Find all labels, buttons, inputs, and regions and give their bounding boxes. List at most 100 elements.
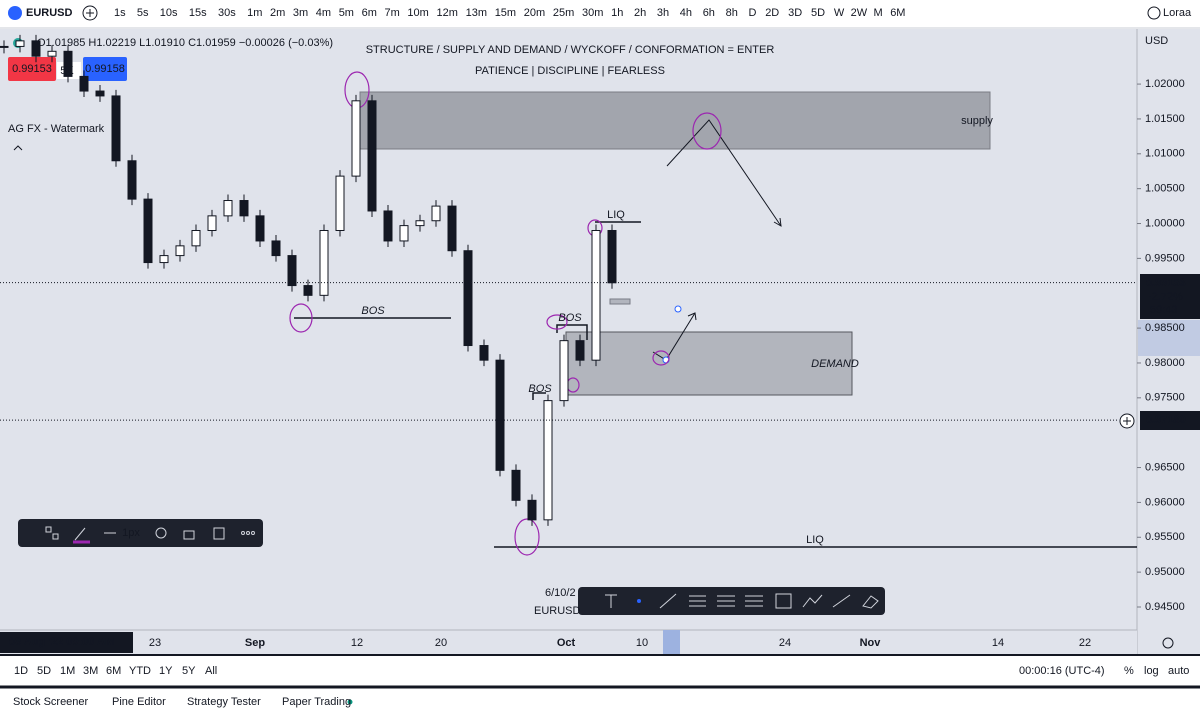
text-tool[interactable] [605,594,617,608]
percent-toggle[interactable]: % [1124,665,1134,677]
anchor-point[interactable] [674,305,682,313]
timeframe[interactable]: 3D [788,7,802,19]
timeframe[interactable]: 15m [495,7,516,19]
timeframe[interactable]: M [874,7,883,19]
annotation-label[interactable]: BOS [361,305,385,317]
timeframe[interactable]: 2m [270,7,285,19]
time-axis [0,630,1137,655]
panel-tab[interactable]: Pine Editor [112,696,166,708]
timeframe[interactable]: 6h [703,7,715,19]
log-toggle[interactable]: log [1144,665,1159,677]
timeframe[interactable]: D [749,7,757,19]
panel-tab[interactable]: Strategy Tester [187,696,261,708]
user-name[interactable]: Loraa [1163,7,1192,19]
bos-line[interactable] [532,392,546,400]
timeframe[interactable]: 10m [407,7,428,19]
annotation-label[interactable]: DEMAND [811,358,859,370]
annotation-label[interactable]: supply [961,115,993,127]
timeframe[interactable]: 1h [611,7,623,19]
timeframe[interactable]: 20m [524,7,545,19]
icon[interactable] [251,531,255,535]
timeframe[interactable]: 2W [851,7,868,19]
brush-tool[interactable] [832,594,851,608]
supply-zone[interactable] [359,91,991,150]
annotation-label[interactable]: BOS [528,383,552,395]
line-width[interactable]: 1px [122,527,140,539]
currency[interactable]: USD [1145,35,1168,47]
timeframe[interactable]: 2D [765,7,779,19]
timeframe[interactable]: 5s [137,7,149,19]
timeframe[interactable]: 2h [634,7,646,19]
range-button[interactable]: 3M [83,665,98,677]
levels-tool[interactable] [745,595,763,607]
rect-tool[interactable] [775,593,792,609]
timeframe[interactable]: 8h [726,7,738,19]
range-button[interactable]: 1Y [159,665,173,677]
range-button[interactable]: 6M [106,665,121,677]
buy-price[interactable]: 0.99158 [85,63,125,75]
timeframe[interactable]: 7m [385,7,400,19]
sell-price[interactable]: 0.99153 [12,63,52,75]
icon[interactable] [74,527,86,541]
time-highlight [663,630,680,655]
user-avatar[interactable] [1147,6,1161,20]
annotation-label[interactable]: LIQ [607,209,625,221]
timeframe[interactable]: 6m [362,7,377,19]
icon[interactable] [183,530,195,540]
buy-button[interactable] [83,57,127,81]
panel-tab[interactable]: Paper Trading [282,696,351,708]
timeframe[interactable]: 4m [316,7,331,19]
timeframe[interactable]: 30m [582,7,603,19]
range-button[interactable]: 1M [60,665,75,677]
projection-arrow[interactable] [666,119,782,227]
range-button[interactable]: YTD [129,665,151,677]
collapse-icon[interactable] [13,145,23,151]
add-symbol[interactable] [82,5,98,21]
candle [31,40,41,57]
timeframe[interactable]: 5D [811,7,825,19]
timeframe[interactable]: 15s [189,7,207,19]
timeframe[interactable]: 10s [160,7,178,19]
annotation-label[interactable]: LIQ [806,534,824,546]
range-button[interactable]: 1D [14,665,28,677]
range-button[interactable]: All [205,665,217,677]
timeframe[interactable]: 5m [339,7,354,19]
timeframe[interactable]: 3h [657,7,669,19]
position-marker [609,298,631,305]
range-button[interactable]: 5D [37,665,51,677]
panel-tab[interactable]: Stock Screener [13,696,89,708]
arrow-head [687,312,697,321]
timeframe[interactable]: 12m [437,7,458,19]
symbol-logo[interactable] [8,6,22,20]
timeframe[interactable]: 1s [114,7,126,19]
icon[interactable] [241,531,245,535]
icon[interactable] [52,533,59,540]
timeframe[interactable]: 4h [680,7,692,19]
add-symbol-plus [86,9,94,17]
icon[interactable] [246,531,250,535]
symbol[interactable]: EURUSD [26,7,73,19]
x-tick-label: 22 [1079,637,1091,649]
range-button[interactable]: 5Y [182,665,196,677]
levels-tool[interactable] [717,595,735,607]
color-dot[interactable] [637,599,641,603]
timeframe[interactable]: 3m [293,7,308,19]
eraser-tool[interactable] [862,595,879,609]
icon[interactable] [213,527,225,540]
annotation-label[interactable]: BOS [558,312,582,324]
path-tool[interactable] [802,594,823,608]
timeframe[interactable]: 25m [553,7,574,19]
timeframe[interactable]: W [834,7,845,19]
timeframe[interactable]: 30s [218,7,236,19]
icon[interactable] [155,527,167,539]
line-tool[interactable] [659,593,677,609]
timeframe[interactable]: 6M [890,7,905,19]
timeframe[interactable]: 1m [247,7,262,19]
demand-zone[interactable] [565,331,853,396]
lines-tool[interactable] [689,595,706,607]
auto-toggle[interactable]: auto [1168,665,1189,677]
settings-icon[interactable] [1162,637,1174,649]
sell-button[interactable] [8,57,56,81]
icon[interactable] [45,526,52,533]
timeframe[interactable]: 13m [466,7,487,19]
